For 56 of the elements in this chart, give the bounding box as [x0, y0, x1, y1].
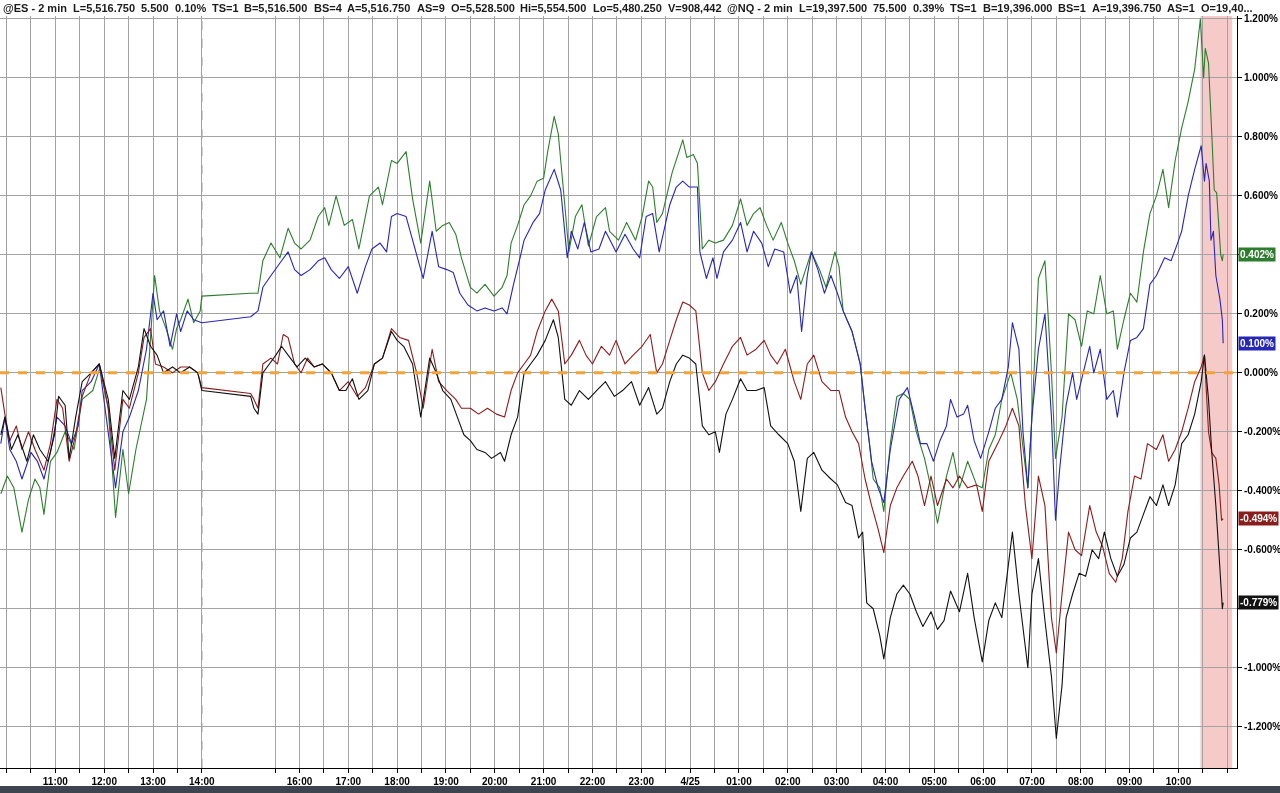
text: Hi=5,554.500: [520, 2, 587, 14]
y-tick-label: 0.600%: [1244, 190, 1279, 202]
x-tick-label: 12:00: [91, 776, 118, 787]
text: L=19,397.500: [799, 2, 868, 14]
text: AS=9: [417, 2, 445, 14]
text: 5.500: [141, 2, 169, 14]
y-tick-label: 1.200%: [1244, 13, 1279, 25]
x-tick-label: 19:00: [433, 776, 460, 787]
text: TS=1: [212, 2, 239, 14]
x-tick-label: 21:00: [530, 776, 557, 787]
text: O=19,40...: [1201, 2, 1253, 14]
text: Lo=5,480.250: [593, 2, 662, 14]
x-tick-label: 11:00: [42, 776, 69, 787]
data-label: 0.100%: [1240, 338, 1275, 349]
text: O=5,528.500: [451, 2, 515, 14]
x-tick-label: 09:00: [1116, 776, 1143, 787]
x-tick-label: 17:00: [335, 776, 362, 787]
x-tick-label: 03:00: [823, 776, 850, 787]
x-tick-label: 08:00: [1067, 776, 1094, 787]
text: A=19,396.750: [1092, 2, 1162, 14]
y-tick-label: 0.200%: [1244, 308, 1279, 320]
text: TS=1: [950, 2, 977, 14]
text: B=5,516.500: [244, 2, 308, 14]
x-tick-label: 07:00: [1019, 776, 1046, 787]
text: A=5,516.750: [347, 2, 411, 14]
x-tick-label: 23:00: [628, 776, 655, 787]
text: L=5,516.750: [73, 2, 136, 14]
x-tick-label: 10:00: [1165, 776, 1192, 787]
x-tick-label: 16:00: [286, 776, 313, 787]
text: 0.39%: [913, 2, 945, 14]
data-label: 0.402%: [1240, 249, 1275, 260]
text: V=908,442: [668, 2, 722, 14]
text: @ES - 2 min: [3, 2, 68, 14]
x-tick-label: 02:00: [774, 776, 801, 787]
x-tick-label: 04:00: [872, 776, 899, 787]
text: AS=1: [1167, 2, 1195, 14]
y-tick-label: 0.000%: [1244, 367, 1279, 379]
text: @NQ - 2 min: [727, 2, 794, 14]
x-tick-label: 18:00: [384, 776, 411, 787]
x-tick-label: 14:00: [189, 776, 216, 787]
y-tick-label: 0.800%: [1244, 131, 1279, 143]
data-label: -0.494%: [1240, 513, 1278, 524]
x-tick-label: 06:00: [970, 776, 997, 787]
x-tick-label: 13:00: [140, 776, 167, 787]
x-tick-label: 22:00: [579, 776, 606, 787]
text: BS=1: [1058, 2, 1086, 14]
x-tick-label: 4/25: [680, 776, 701, 787]
x-tick-label: 05:00: [921, 776, 948, 787]
text: 0.10%: [175, 2, 207, 14]
x-tick-label: 20:00: [482, 776, 509, 787]
data-label: -0.779%: [1240, 597, 1278, 608]
x-tick-label: 01:00: [726, 776, 753, 787]
text: 75.500: [873, 2, 907, 14]
y-tick-label: 1.000%: [1244, 72, 1279, 84]
text: BS=4: [314, 2, 343, 14]
text: B=19,396.000: [983, 2, 1053, 14]
